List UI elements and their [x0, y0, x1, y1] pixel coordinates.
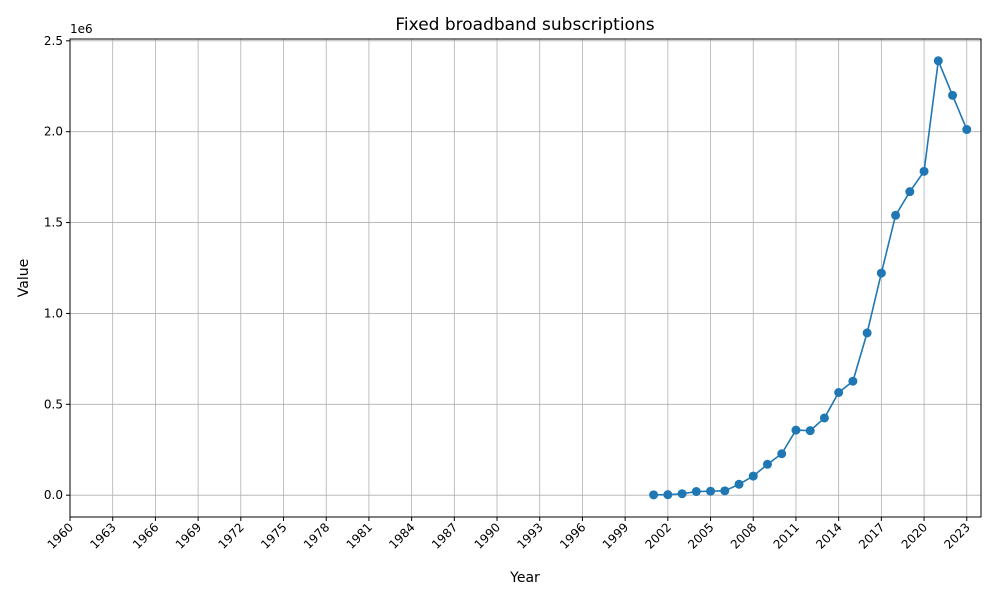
chart-title: Fixed broadband subscriptions	[395, 15, 654, 35]
data-point	[962, 125, 972, 135]
x-tick-label: 2008	[728, 520, 759, 551]
data-point	[862, 328, 872, 338]
data-point	[720, 486, 730, 496]
x-tick-label: 1975	[258, 520, 289, 551]
data-point	[649, 490, 659, 500]
data-point	[848, 376, 858, 386]
y-tick-label: 1.0	[44, 306, 63, 320]
data-point	[805, 426, 815, 436]
y-tick-label: 2.5	[44, 34, 63, 48]
x-tick-label: 1987	[429, 520, 460, 551]
x-tick-label: 1999	[600, 520, 631, 551]
data-point	[663, 490, 673, 500]
x-tick-label: 1978	[301, 520, 332, 551]
x-tick-label: 2020	[899, 520, 930, 551]
data-point	[748, 471, 758, 481]
data-point	[791, 425, 801, 435]
data-point	[677, 489, 687, 499]
plot-frame	[69, 38, 982, 518]
data-point	[834, 388, 844, 398]
series-layer	[649, 56, 972, 500]
x-tick-label: 1969	[173, 520, 204, 551]
x-tick-label: 1996	[557, 520, 588, 551]
x-tick-label: 1981	[344, 520, 375, 551]
data-point	[933, 56, 943, 66]
data-point	[691, 487, 701, 497]
grid-lines	[69, 39, 981, 517]
data-point	[905, 187, 915, 197]
x-tick-label: 1960	[45, 520, 76, 551]
x-tick-label: 1993	[514, 520, 545, 551]
y-tick-label: 0.0	[44, 488, 63, 502]
x-tick-label: 2005	[685, 520, 716, 551]
data-point	[891, 210, 901, 220]
data-point	[819, 413, 829, 423]
x-tick-label: 1990	[472, 520, 503, 551]
x-tick-label: 2011	[771, 520, 802, 551]
x-tick-label: 1963	[87, 520, 118, 551]
y-axis-offset-label: 1e6	[70, 22, 93, 36]
data-point	[734, 479, 744, 489]
data-point	[919, 166, 929, 176]
x-axis-title: Year	[509, 570, 540, 586]
data-point	[706, 486, 716, 496]
x-tick-label: 2002	[642, 520, 673, 551]
y-tick-label: 1.5	[44, 216, 63, 230]
data-point	[762, 459, 772, 469]
x-tick-label: 1966	[130, 520, 161, 551]
x-tick-label: 1984	[386, 520, 417, 551]
y-axis-ticks: 0.0 0.5 1.0 1.5 2.0 2.5	[44, 34, 70, 502]
y-tick-label: 2.0	[44, 125, 63, 139]
data-point	[777, 449, 787, 459]
x-tick-label: 1972	[215, 520, 246, 551]
x-tick-label: 2014	[813, 520, 844, 551]
x-tick-label: 2017	[856, 520, 887, 551]
y-axis-title: Value	[16, 259, 32, 297]
y-tick-label: 0.5	[44, 397, 63, 411]
x-axis-ticks: 1960 1963 1966 1969 1972 1975 1978 1981 1984 1987…	[45, 517, 973, 552]
data-point	[948, 90, 958, 100]
data-point	[876, 268, 886, 278]
x-tick-label: 2023	[941, 520, 972, 551]
